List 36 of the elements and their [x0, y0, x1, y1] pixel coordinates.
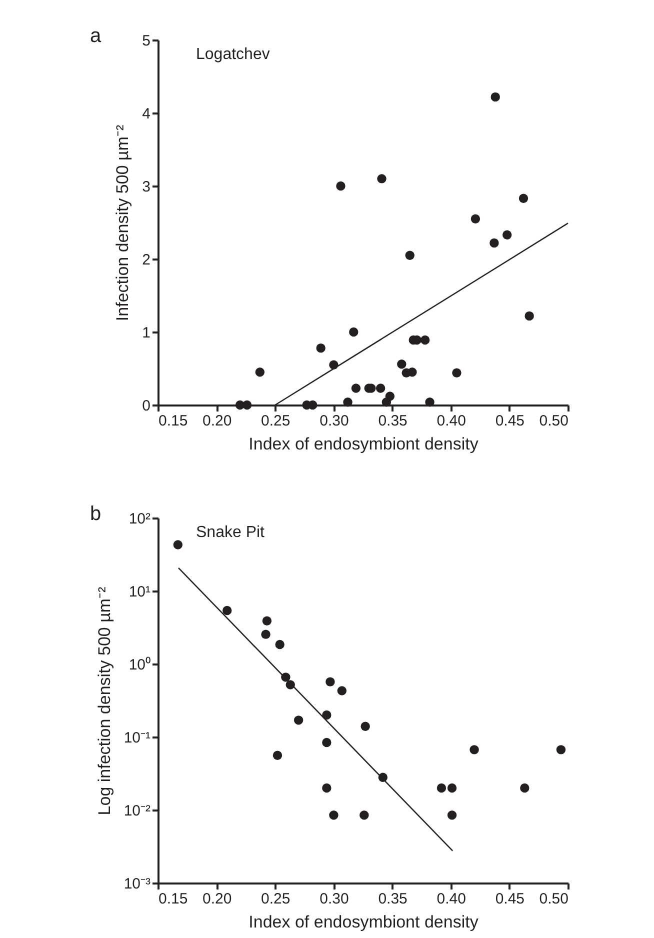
x-tick-label: 0.25: [261, 412, 290, 430]
x-tick-label: 0.45: [495, 412, 525, 430]
x-tick-label: 0.20: [202, 412, 232, 430]
y-tick-label: 2: [142, 252, 150, 268]
y-tick-label: 10¹: [128, 584, 150, 600]
x-tick-label: 0.50: [539, 890, 568, 908]
x-tick-label: 0.20: [202, 890, 232, 908]
x-tick-label: 0.35: [378, 890, 408, 908]
y-tick-label: 3: [142, 178, 150, 196]
y-tick-label: 10⁻¹: [124, 730, 150, 746]
x-tick-label: 0.15: [158, 890, 188, 908]
x-tick-label: 0.45: [495, 890, 525, 908]
y-tick-label: 10⁰: [128, 656, 150, 674]
x-tick-label: 0.15: [158, 412, 188, 430]
x-tick-label: 0.25: [261, 890, 290, 908]
x-tick-label: 0.40: [436, 890, 466, 908]
x-tick-label: 0.40: [436, 412, 466, 430]
text: a: [90, 25, 102, 47]
x-tick-label: 0.30: [320, 890, 349, 908]
x-axis-title: Index of endosymbiont density: [248, 912, 479, 932]
y-tick-label: 0: [142, 398, 150, 414]
x-axis-title: Index of endosymbiont density: [248, 434, 479, 454]
y-tick-label: 10⁻³: [124, 876, 150, 892]
y-tick-label: 5: [142, 32, 150, 50]
chart-title: Logatchev: [196, 46, 270, 63]
x-tick-label: 0.35: [378, 412, 408, 430]
y-tick-label: 4: [142, 106, 150, 122]
x-tick-label: 0.30: [320, 412, 349, 430]
y-tick-label: 1: [142, 324, 150, 342]
y-axis-title: Log infection density 500 µm⁻²: [94, 586, 114, 816]
chart-title: Snake Pit: [196, 524, 266, 541]
x-tick-label: 0.50: [539, 412, 568, 430]
text: b: [90, 503, 102, 525]
y-tick-label: 10⁻²: [124, 802, 150, 820]
y-tick-label: 10²: [128, 510, 150, 528]
y-axis-title: Infection density 500 µm⁻²: [113, 124, 132, 322]
